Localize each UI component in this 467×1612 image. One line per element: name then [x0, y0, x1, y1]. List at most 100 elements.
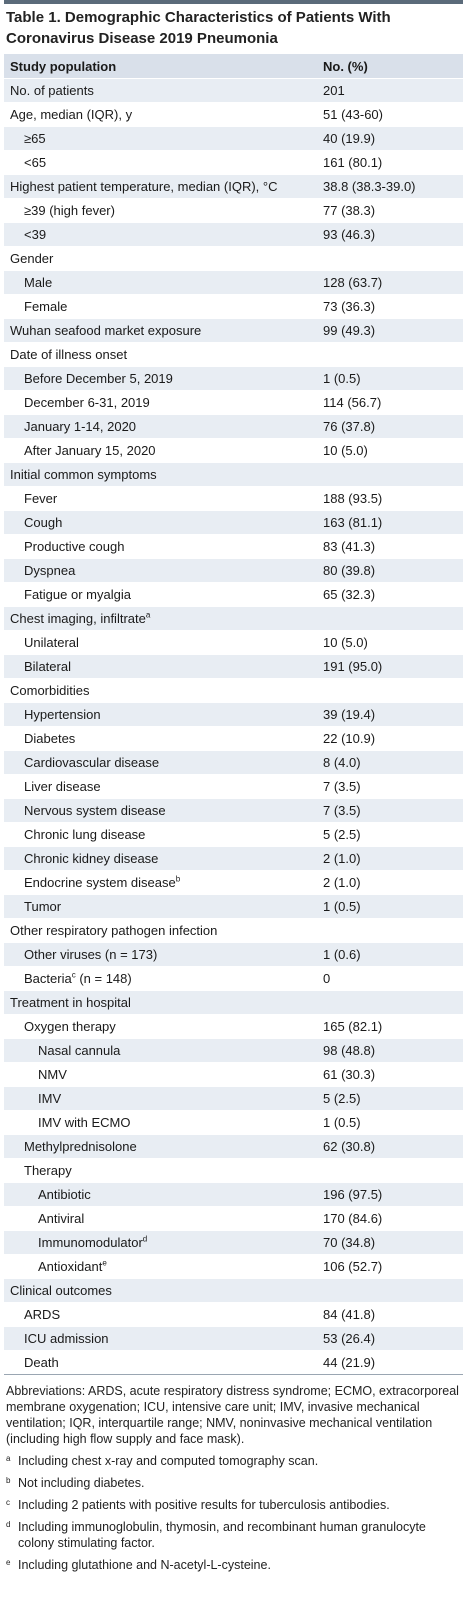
row-label: Highest patient temperature, median (IQR… [4, 179, 321, 194]
row-value: 7 (3.5) [323, 779, 361, 794]
row-value: 77 (38.3) [323, 203, 376, 218]
row-label: Methylprednisolone [4, 1139, 321, 1154]
table-row: Dyspnea 80 (39.8) [4, 558, 463, 582]
row-label: Cardiovascular disease [4, 755, 321, 770]
table-row: <65 161 (80.1) [4, 150, 463, 174]
row-label: Female [4, 299, 321, 314]
row-label-text: Comorbidities [10, 683, 90, 698]
table-row: ≥65 40 (19.9) [4, 126, 463, 150]
row-label-text: Female [24, 299, 68, 314]
row-label: Endocrine system diseaseb [4, 875, 321, 890]
row-label-text: Endocrine system disease [24, 875, 176, 890]
row-value: 0 [323, 971, 331, 986]
row-value: 7 (3.5) [323, 803, 361, 818]
header-study-population: Study population [10, 58, 117, 74]
row-label: Immunomodulatord [4, 1235, 321, 1250]
row-label: Antiviral [4, 1211, 321, 1226]
row-label: Wuhan seafood market exposure [4, 323, 321, 338]
table-row: Comorbidities [4, 678, 463, 702]
table-row: Immunomodulatord 70 (34.8) [4, 1230, 463, 1254]
table-row: Highest patient temperature, median (IQR… [4, 174, 463, 198]
table-row: IMV with ECMO 1 (0.5) [4, 1110, 463, 1134]
header-count-percent: No. (%) [323, 58, 368, 74]
row-value: 83 (41.3) [323, 539, 376, 554]
row-label-text: Clinical outcomes [10, 1283, 112, 1298]
row-value: 161 (80.1) [323, 155, 383, 170]
row-label: Antioxidante [4, 1259, 321, 1274]
row-label-text: Date of illness onset [10, 347, 128, 362]
table-row: Tumor 1 (0.5) [4, 894, 463, 918]
row-label-text: Fatigue or myalgia [24, 587, 131, 602]
row-value: 73 (36.3) [323, 299, 376, 314]
row-label: Male [4, 275, 321, 290]
table-row: Clinical outcomes [4, 1278, 463, 1302]
table-row: Date of illness onset [4, 342, 463, 366]
row-label-text: Hypertension [24, 707, 101, 722]
row-label: ARDS [4, 1307, 321, 1322]
footnote-mark: a [6, 1454, 11, 1463]
row-value: 44 (21.9) [323, 1355, 376, 1370]
row-label-text: Unilateral [24, 635, 79, 650]
row-label: ICU admission [4, 1331, 321, 1346]
table-row: Male 128 (63.7) [4, 270, 463, 294]
table-row: Unilateral 10 (5.0) [4, 630, 463, 654]
table-row: <39 93 (46.3) [4, 222, 463, 246]
row-label: Unilateral [4, 635, 321, 650]
table-container: Table 1. Demographic Characteristics of … [4, 0, 463, 1573]
table-row: Methylprednisolone 62 (30.8) [4, 1134, 463, 1158]
row-value: 93 (46.3) [323, 227, 376, 242]
footnotes-list: a Including chest x-ray and computed tomo… [6, 1453, 461, 1573]
table-row: Chronic lung disease 5 (2.5) [4, 822, 463, 846]
table-row: Liver disease 7 (3.5) [4, 774, 463, 798]
row-label: Death [4, 1355, 321, 1370]
table-body: No. of patients 201 Age, median (IQR), y 51… [4, 78, 463, 1375]
table-row: January 1-14, 2020 76 (37.8) [4, 414, 463, 438]
row-value: 1 (0.5) [323, 899, 361, 914]
table-row: Other respiratory pathogen infection [4, 918, 463, 942]
row-label-text: Nasal cannula [38, 1043, 121, 1058]
row-value: 201 [323, 83, 345, 98]
row-label: After January 15, 2020 [4, 443, 321, 458]
abbreviations-note: Abbreviations: ARDS, acute respiratory d… [6, 1384, 459, 1446]
row-label-text: <65 [24, 155, 47, 170]
row-label-text: Bilateral [24, 659, 71, 674]
table-row: Treatment in hospital [4, 990, 463, 1014]
row-value: 1 (0.5) [323, 371, 361, 386]
row-label-text: <39 [24, 227, 47, 242]
row-value: 106 (52.7) [323, 1259, 383, 1274]
row-label: Nervous system disease [4, 803, 321, 818]
table-row: December 6-31, 2019 114 (56.7) [4, 390, 463, 414]
row-value: 80 (39.8) [323, 563, 376, 578]
row-label-text: No. of patients [10, 83, 94, 98]
row-label-text: Fever [24, 491, 58, 506]
row-label: Therapy [4, 1163, 321, 1178]
row-value: 65 (32.3) [323, 587, 376, 602]
table-row: ICU admission 53 (26.4) [4, 1326, 463, 1350]
row-label: No. of patients [4, 83, 321, 98]
row-label-text: Initial common symptoms [10, 467, 157, 482]
row-label-text: January 1-14, 2020 [24, 419, 137, 434]
row-label-text: NMV [38, 1067, 67, 1082]
table-row: Oxygen therapy 165 (82.1) [4, 1014, 463, 1038]
row-label-text: Age, median (IQR), y [10, 107, 133, 122]
table-row: ARDS 84 (41.8) [4, 1302, 463, 1326]
row-label-text: Death [24, 1355, 59, 1370]
row-value: 128 (63.7) [323, 275, 383, 290]
row-value: 10 (5.0) [323, 443, 368, 458]
row-label: Chest imaging, infiltratea [4, 611, 321, 626]
row-label: Nasal cannula [4, 1043, 321, 1058]
row-label-text: Productive cough [24, 539, 125, 554]
row-label-text: Dyspnea [24, 563, 76, 578]
table-row: Initial common symptoms [4, 462, 463, 486]
table-row: Cough 163 (81.1) [4, 510, 463, 534]
footnote-text: Not including diabetes. [18, 1476, 145, 1490]
row-label-text: Before December 5, 2019 [24, 371, 173, 386]
table-row: Antibiotic 196 (97.5) [4, 1182, 463, 1206]
row-label: Fever [4, 491, 321, 506]
row-value: 10 (5.0) [323, 635, 368, 650]
table-row: Death 44 (21.9) [4, 1350, 463, 1374]
row-value: 191 (95.0) [323, 659, 383, 674]
footnote-text: Including chest x-ray and computed tomog… [18, 1454, 319, 1468]
row-label: Chronic kidney disease [4, 851, 321, 866]
row-value: 76 (37.8) [323, 419, 376, 434]
